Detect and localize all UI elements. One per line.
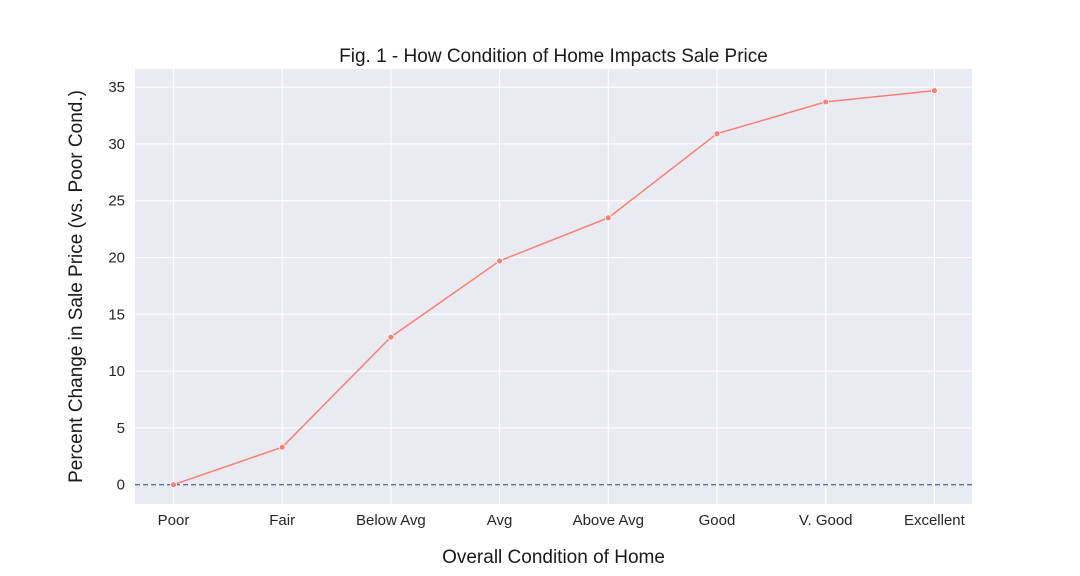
series-layer — [170, 87, 938, 489]
x-tick-label-2: Below Avg — [356, 512, 426, 529]
data-point-1 — [278, 443, 286, 451]
y-tick-label-3: 15 — [108, 306, 125, 323]
x-tick-labels: Poor Fair Below Avg Avg Above Avg Good V. Good… — [158, 512, 966, 529]
x-tick-label-0: Poor — [158, 512, 190, 529]
data-point-4 — [604, 214, 612, 222]
data-point-3 — [496, 257, 504, 265]
x-axis-label: Overall Condition of Home — [442, 547, 665, 568]
x-tick-label-3: Avg — [487, 512, 513, 529]
y-tick-label-1: 5 — [117, 420, 125, 437]
series-line-0 — [173, 89, 935, 486]
x-tick-label-1: Fair — [269, 512, 295, 529]
data-point-7 — [931, 87, 938, 94]
plot-area — [135, 69, 972, 504]
y-tick-label-4: 20 — [108, 250, 125, 267]
x-tick-label-7: Excellent — [904, 512, 966, 529]
x-tick-label-4: Above Avg — [573, 512, 644, 529]
chart-title: Fig. 1 - How Condition of Home Impacts S… — [339, 46, 768, 67]
y-tick-labels: 0 5 10 15 20 25 30 35 — [108, 79, 125, 494]
data-point-2 — [387, 333, 395, 341]
y-tick-label-7: 35 — [108, 79, 125, 96]
x-tick-label-6: V. Good — [799, 512, 853, 529]
y-axis-label: Percent Change in Sale Price (vs. Poor C… — [66, 90, 87, 483]
data-point-6 — [822, 98, 830, 106]
y-tick-label-5: 25 — [108, 193, 125, 210]
data-point-5 — [713, 130, 721, 138]
gridlines — [135, 69, 972, 504]
y-tick-label-6: 30 — [108, 136, 125, 153]
y-tick-label-0: 0 — [117, 477, 125, 494]
y-tick-label-2: 10 — [108, 363, 125, 380]
x-tick-label-5: Good — [699, 512, 736, 529]
data-point-0 — [170, 481, 177, 489]
